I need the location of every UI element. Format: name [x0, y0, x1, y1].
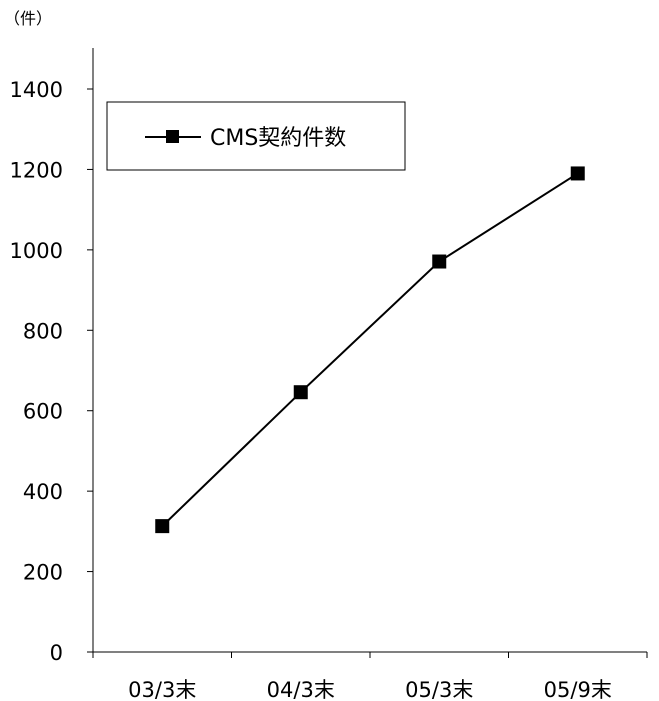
y-tick-label: 1200	[10, 158, 63, 182]
y-tick-label: 1400	[10, 78, 63, 102]
series-group	[155, 166, 585, 534]
legend: CMS契約件数	[106, 101, 406, 171]
data-point-marker	[570, 166, 585, 181]
legend-marker-sample	[166, 130, 179, 143]
legend-label: CMS契約件数	[210, 126, 346, 151]
y-tick-label: 1000	[10, 239, 63, 263]
series-line	[161, 172, 579, 527]
y-axis-ticks: 0 200 400 600 800 1000 1200 1400	[10, 78, 93, 665]
x-tick-label: 05/9末	[544, 678, 612, 701]
y-tick-label: 400	[23, 480, 63, 504]
data-point-marker	[155, 519, 170, 534]
x-tick-label: 05/3末	[405, 678, 473, 701]
y-axis-unit-label: （件）	[4, 9, 52, 28]
y-tick-label: 800	[23, 319, 63, 343]
x-tick-label: 04/3末	[267, 678, 335, 701]
x-tick-label: 03/3末	[128, 678, 196, 701]
data-point-marker	[293, 385, 308, 400]
data-point-marker	[432, 254, 447, 269]
y-tick-label: 0	[50, 641, 63, 665]
x-axis-ticks: 03/3末 04/3末 05/3末 05/9末	[92, 652, 648, 701]
y-tick-label: 600	[23, 400, 63, 424]
y-tick-label: 200	[23, 561, 63, 585]
